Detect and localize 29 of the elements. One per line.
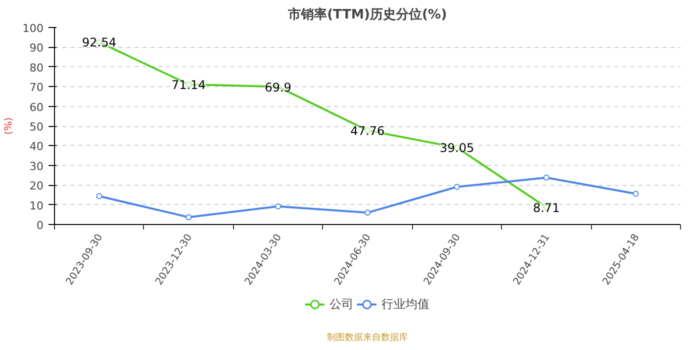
point bbox=[186, 214, 192, 220]
y-tick-label: 20 bbox=[30, 180, 44, 193]
y-tick-label: 100 bbox=[22, 22, 44, 35]
legend-label: 公司 bbox=[330, 296, 354, 312]
y-tick-label: 90 bbox=[30, 42, 44, 55]
data-label: 69.9 bbox=[264, 80, 292, 94]
chart-title: 市销率(TTM)历史分位(%) bbox=[287, 6, 447, 22]
y-tick-label: 60 bbox=[30, 100, 44, 114]
point bbox=[543, 174, 550, 181]
y-axis-title: (%) bbox=[4, 117, 15, 135]
text: 制图数据来自数据库 bbox=[327, 332, 408, 343]
data-label: 39.05 bbox=[440, 141, 474, 156]
y-tick-label: 10 bbox=[30, 199, 44, 212]
data-label: 71.14 bbox=[171, 78, 206, 92]
point bbox=[96, 193, 102, 200]
y-tick-label: 0 bbox=[36, 219, 44, 232]
y-tick-label: 80 bbox=[30, 61, 44, 74]
y-tick-label: 50 bbox=[30, 120, 44, 134]
data-label: 92.54 bbox=[82, 36, 116, 50]
point bbox=[454, 184, 460, 190]
y-tick-label: 70 bbox=[30, 81, 44, 94]
legend-label: 行业均值 bbox=[382, 296, 430, 312]
y-tick-label: 30 bbox=[30, 160, 44, 173]
data-label: 8.71 bbox=[533, 200, 560, 215]
data-label: 47.76 bbox=[350, 124, 385, 138]
point bbox=[275, 203, 282, 210]
point bbox=[364, 210, 370, 216]
point bbox=[632, 190, 639, 197]
y-tick-label: 40 bbox=[30, 140, 44, 154]
